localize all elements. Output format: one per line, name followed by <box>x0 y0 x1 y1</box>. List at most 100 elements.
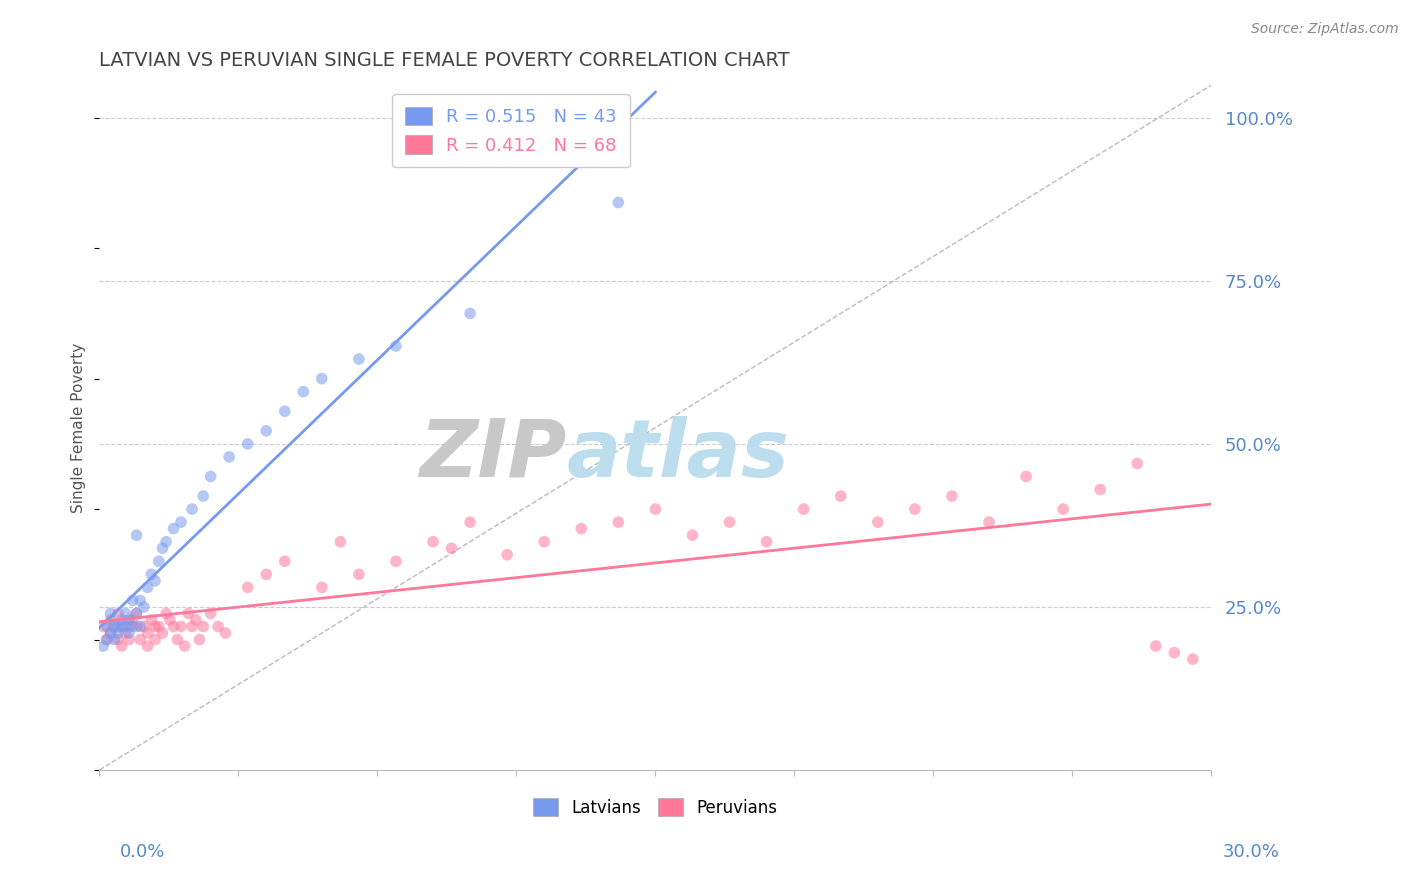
Point <box>111 619 134 633</box>
Point <box>866 515 889 529</box>
Point <box>132 599 155 614</box>
Point <box>254 424 277 438</box>
Point <box>347 352 370 367</box>
Point <box>166 632 188 647</box>
Point <box>91 639 114 653</box>
Point <box>218 450 240 464</box>
Point <box>121 593 143 607</box>
Point <box>385 554 408 568</box>
Point <box>136 639 159 653</box>
Point <box>170 619 193 633</box>
Point <box>159 613 181 627</box>
Legend: Latvians, Peruvians: Latvians, Peruvians <box>527 792 785 823</box>
Point <box>977 515 1000 529</box>
Point <box>125 528 148 542</box>
Text: 30.0%: 30.0% <box>1223 843 1279 861</box>
Point <box>96 632 118 647</box>
Point <box>181 502 204 516</box>
Point <box>329 534 352 549</box>
Point <box>96 632 118 647</box>
Point <box>111 613 134 627</box>
Point <box>132 619 155 633</box>
Point <box>830 489 852 503</box>
Point <box>569 522 592 536</box>
Point <box>148 554 170 568</box>
Point <box>254 567 277 582</box>
Point <box>118 613 141 627</box>
Point <box>347 567 370 582</box>
Point <box>125 607 148 621</box>
Point <box>207 619 229 633</box>
Point <box>129 619 152 633</box>
Point <box>107 632 129 647</box>
Point <box>114 619 136 633</box>
Point <box>141 567 163 582</box>
Point <box>125 619 148 633</box>
Point <box>200 607 222 621</box>
Y-axis label: Single Female Poverty: Single Female Poverty <box>72 343 86 513</box>
Point <box>100 607 122 621</box>
Point <box>941 489 963 503</box>
Point <box>1015 469 1038 483</box>
Point <box>118 632 141 647</box>
Point <box>682 528 704 542</box>
Point <box>173 639 195 653</box>
Point <box>111 639 134 653</box>
Point <box>100 626 122 640</box>
Point <box>458 515 481 529</box>
Point <box>125 607 148 621</box>
Point <box>162 619 184 633</box>
Point <box>311 580 333 594</box>
Point <box>793 502 815 516</box>
Point <box>274 404 297 418</box>
Point <box>170 515 193 529</box>
Text: LATVIAN VS PERUVIAN SINGLE FEMALE POVERTY CORRELATION CHART: LATVIAN VS PERUVIAN SINGLE FEMALE POVERT… <box>100 51 790 70</box>
Point <box>755 534 778 549</box>
Point <box>311 371 333 385</box>
Point <box>236 437 259 451</box>
Text: 0.0%: 0.0% <box>120 843 165 861</box>
Text: atlas: atlas <box>567 416 789 494</box>
Point <box>533 534 555 549</box>
Point <box>155 607 177 621</box>
Point <box>904 502 927 516</box>
Point <box>162 522 184 536</box>
Point <box>214 626 236 640</box>
Point <box>96 619 118 633</box>
Point <box>292 384 315 399</box>
Point <box>100 626 122 640</box>
Point <box>188 632 211 647</box>
Point <box>1163 646 1185 660</box>
Point <box>193 619 215 633</box>
Point <box>440 541 463 556</box>
Point <box>1052 502 1074 516</box>
Point <box>114 626 136 640</box>
Point <box>155 534 177 549</box>
Point <box>91 619 114 633</box>
Point <box>177 607 200 621</box>
Point <box>121 619 143 633</box>
Point <box>496 548 519 562</box>
Point <box>143 619 166 633</box>
Point <box>607 515 630 529</box>
Point <box>118 626 141 640</box>
Point <box>103 632 125 647</box>
Point <box>1088 483 1111 497</box>
Point <box>103 619 125 633</box>
Point <box>1126 457 1149 471</box>
Point <box>143 574 166 588</box>
Point <box>136 580 159 594</box>
Point <box>718 515 741 529</box>
Point <box>181 619 204 633</box>
Point <box>644 502 666 516</box>
Point <box>152 626 174 640</box>
Point <box>274 554 297 568</box>
Text: ZIP: ZIP <box>419 416 567 494</box>
Point <box>129 593 152 607</box>
Point <box>107 607 129 621</box>
Text: Source: ZipAtlas.com: Source: ZipAtlas.com <box>1251 22 1399 37</box>
Point <box>385 339 408 353</box>
Point <box>143 632 166 647</box>
Point <box>184 613 207 627</box>
Point <box>107 619 129 633</box>
